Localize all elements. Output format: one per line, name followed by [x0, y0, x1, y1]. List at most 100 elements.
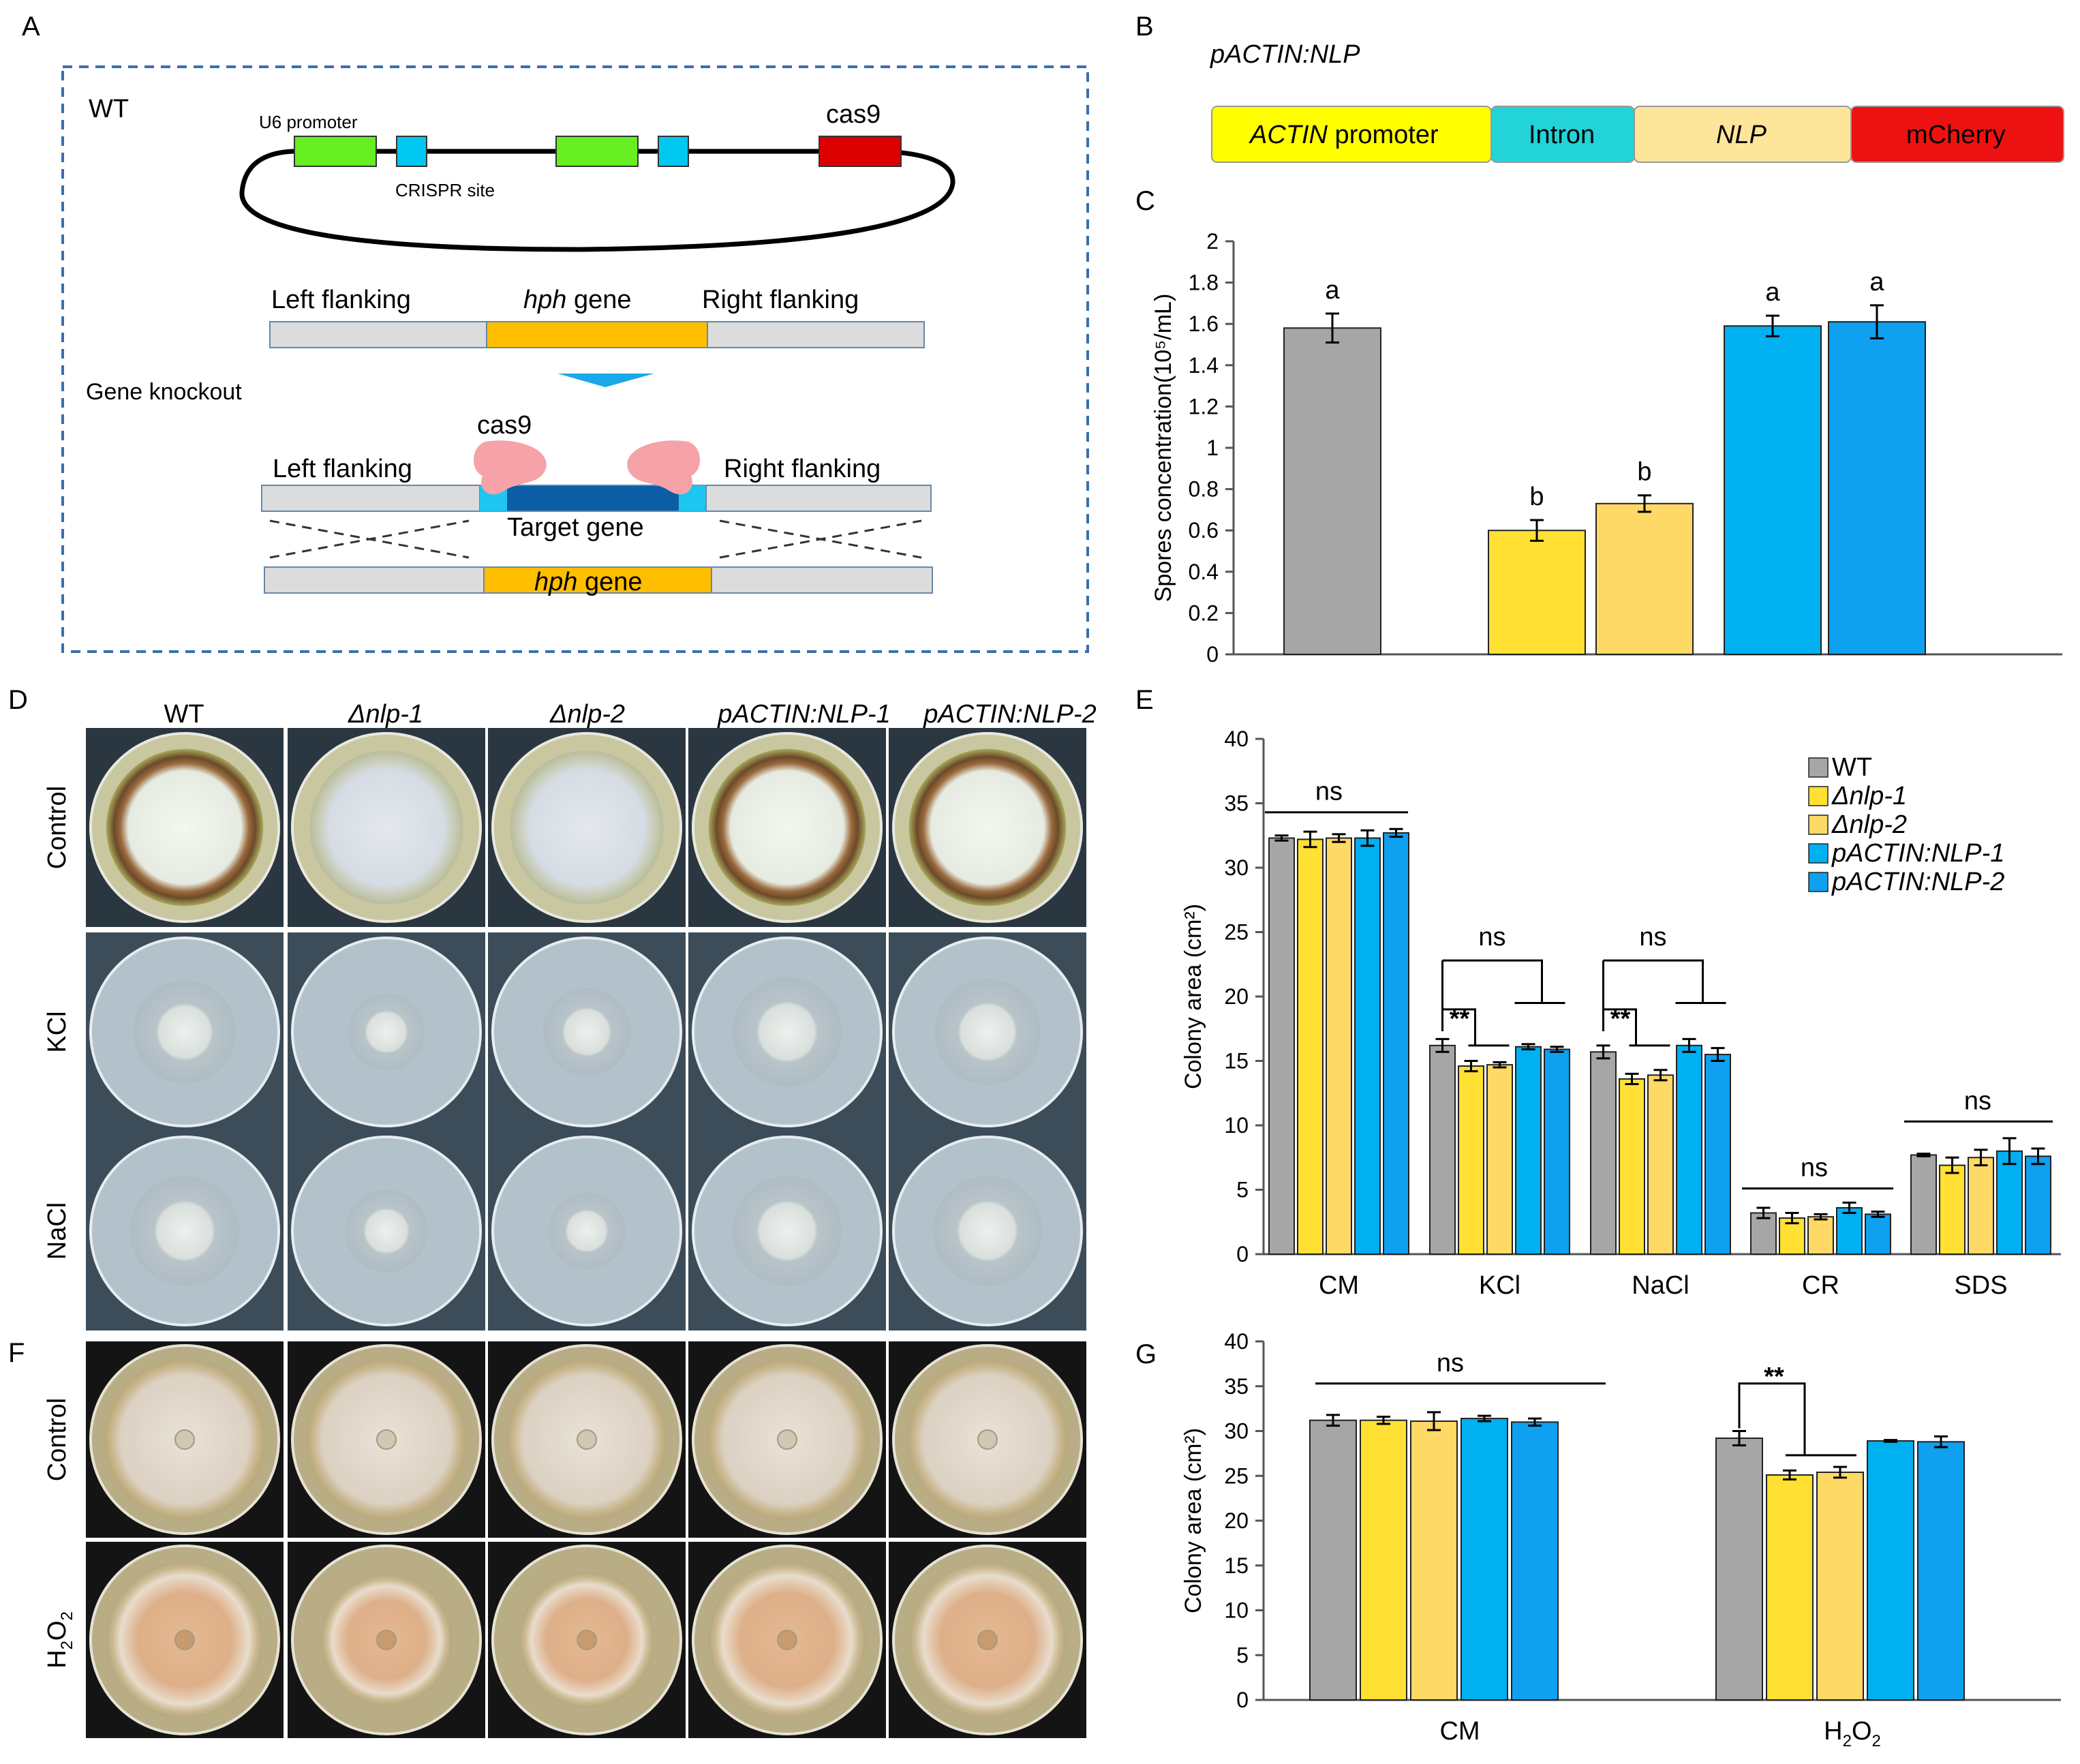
chart-e-bracket: [1441, 1008, 1510, 1047]
inoculation-plug: [977, 1429, 998, 1450]
chart-e-bar: [2025, 1155, 2051, 1255]
chart-g-y-tick-label: 25: [1224, 1463, 1249, 1488]
inoculation-plug: [376, 1630, 397, 1650]
chart-g-bar: [1410, 1420, 1458, 1701]
chart-c-bar: [1828, 321, 1926, 655]
fungal-colony: [708, 748, 866, 907]
chart-c-bar: [1283, 327, 1381, 655]
chart-e-bar: [1590, 1051, 1617, 1256]
inoculation-plug: [777, 1630, 797, 1650]
plates-d: WT Δnlp-1 Δnlp-2 pACTIN:NLP-1 pACTIN:NLP-2 Co…: [43, 700, 1097, 1330]
chart-c-y-tick-label: 0.2: [1189, 600, 1219, 625]
chart-e-bar: [1865, 1213, 1891, 1256]
chart-g-bar: [1360, 1419, 1407, 1701]
plate-row-label: H2O2: [43, 1611, 76, 1669]
crossover-right: [719, 519, 922, 559]
chart-c-y-tick-label: 1.8: [1189, 271, 1219, 295]
chart-g-bar: [1816, 1471, 1864, 1701]
chart-e: 0 5 10 15 20 25 30 35 40 Colony area (cm²) CM KCl Na…: [1180, 727, 2061, 1300]
chart-e-bar: [1458, 1065, 1484, 1256]
plate-column-header: Δnlp-1: [348, 700, 423, 729]
chart-c-y-tick-label: 2: [1206, 229, 1219, 254]
plasmid-loop: [239, 149, 955, 252]
chart-e-y-tick-label: 20: [1224, 984, 1249, 1009]
fungal-colony: [542, 988, 631, 1076]
legend-label: WT: [1832, 753, 1872, 782]
chart-g-bracket: [1738, 1382, 1856, 1457]
panel-label-c: C: [1135, 186, 1155, 216]
panel-label-e: E: [1135, 685, 1154, 715]
chart-c-y-tick-label: 1.4: [1189, 353, 1219, 378]
chart-c-significance-letter: b: [1637, 458, 1651, 487]
cas9-mid-label: cas9: [477, 411, 532, 440]
fungal-colony: [345, 1189, 428, 1273]
plates-f: Control H2O2: [43, 1341, 1086, 1738]
fungal-colony: [932, 1176, 1043, 1286]
legend-label: pACTIN:NLP-2: [1831, 868, 2004, 896]
mcherry-box: [1850, 106, 2064, 163]
chart-e-x-tick-label: CR: [1802, 1271, 1839, 1300]
chart-g-bar: [1511, 1421, 1559, 1701]
fungal-colony: [934, 979, 1041, 1085]
left-flank-bar-2: [261, 485, 480, 512]
inoculation-plug: [174, 1630, 195, 1650]
left-flanking-label-1: Left flanking: [271, 286, 411, 314]
inoculation-plug: [577, 1429, 597, 1450]
hph-gene-label-2: hph gene: [534, 568, 643, 596]
chart-e-annotation: **: [1610, 1005, 1631, 1033]
chart-e-y-tick-label: 35: [1224, 791, 1249, 816]
u6-promoter-label: U6 promoter: [259, 112, 358, 132]
chart-c-bar: [1488, 530, 1586, 656]
crispr-site-box-1: [396, 136, 427, 167]
plate-row-label: Control: [43, 786, 72, 870]
chart-c-y-tick-label: 0.6: [1189, 518, 1219, 543]
chart-c-y-tick-label: 1.6: [1189, 311, 1219, 336]
chart-e-bar: [1968, 1157, 1994, 1255]
plate-row-label: KCl: [43, 1011, 72, 1052]
chart-e-bar: [1486, 1064, 1513, 1256]
chart-g-bar: [1766, 1474, 1814, 1701]
cas9-protein-left: [473, 440, 547, 495]
chart-e-bar: [1268, 837, 1295, 1255]
chart-e-bar: [1429, 1044, 1456, 1255]
chart-e-y-tick-label: 30: [1224, 855, 1249, 880]
plate-column-header: WT: [164, 700, 204, 729]
chart-e-x-tick-label: CM: [1319, 1271, 1359, 1300]
chart-e-bar: [1996, 1150, 2023, 1256]
chart-e-y-tick-label: 15: [1224, 1049, 1249, 1074]
panel-e: E 0 5 10 15 20 25 30 35 40 Colony area (cm²) CM KCl…: [1135, 685, 2061, 1300]
crispr-site-box-2: [658, 136, 689, 167]
chart-g-y-tick-label: 0: [1236, 1688, 1249, 1712]
chart-g-x-tick-label: H2O2: [1824, 1717, 1881, 1750]
chart-c-y-tick-label: 0: [1206, 642, 1219, 667]
chart-e-bracket: [1602, 1008, 1670, 1047]
chart-c-significance-letter: b: [1529, 483, 1544, 511]
chart-e-bar: [1836, 1206, 1863, 1255]
panel-f: F Control H2O2: [8, 1338, 1086, 1738]
fungal-colony: [133, 980, 236, 1084]
chart-g-y-tick-label: 30: [1224, 1419, 1249, 1444]
inoculation-plug: [174, 1429, 195, 1450]
chart-e-bar: [1619, 1078, 1645, 1255]
right-flank-bar-2: [705, 485, 932, 512]
chart-e-x-tick-label: NaCl: [1632, 1271, 1689, 1300]
nlp-label: NLP: [1716, 121, 1767, 149]
legend-swatch: [1808, 757, 1829, 778]
chart-e-bar: [1807, 1216, 1834, 1255]
panel-d: D WT Δnlp-1 Δnlp-2 pACTIN:NLP-1 pACTIN:NLP-2…: [8, 685, 1097, 1330]
chart-c-bar: [1724, 325, 1822, 655]
right-flanking-label-2: Right flanking: [724, 455, 881, 483]
u6-promoter-box-1: [294, 136, 377, 167]
chart-c-significance-letter: a: [1325, 276, 1340, 305]
target-gene-label: Target gene: [507, 513, 644, 542]
chart-e-y-tick-label: 10: [1224, 1113, 1249, 1138]
fungal-colony: [309, 750, 463, 904]
chart-e-bar: [1704, 1054, 1731, 1256]
chart-g-annotation: **: [1764, 1363, 1784, 1391]
chart-e-bar: [1383, 832, 1409, 1255]
panel-b: B pACTIN:NLP ACTIN promoter Intron NLP m…: [1135, 12, 2064, 163]
chart-e-annotation: ns: [1315, 778, 1343, 806]
chart-e-y-axis-title: Colony area (cm²): [1180, 904, 1206, 1089]
crispr-site-label: CRISPR site: [395, 180, 495, 200]
